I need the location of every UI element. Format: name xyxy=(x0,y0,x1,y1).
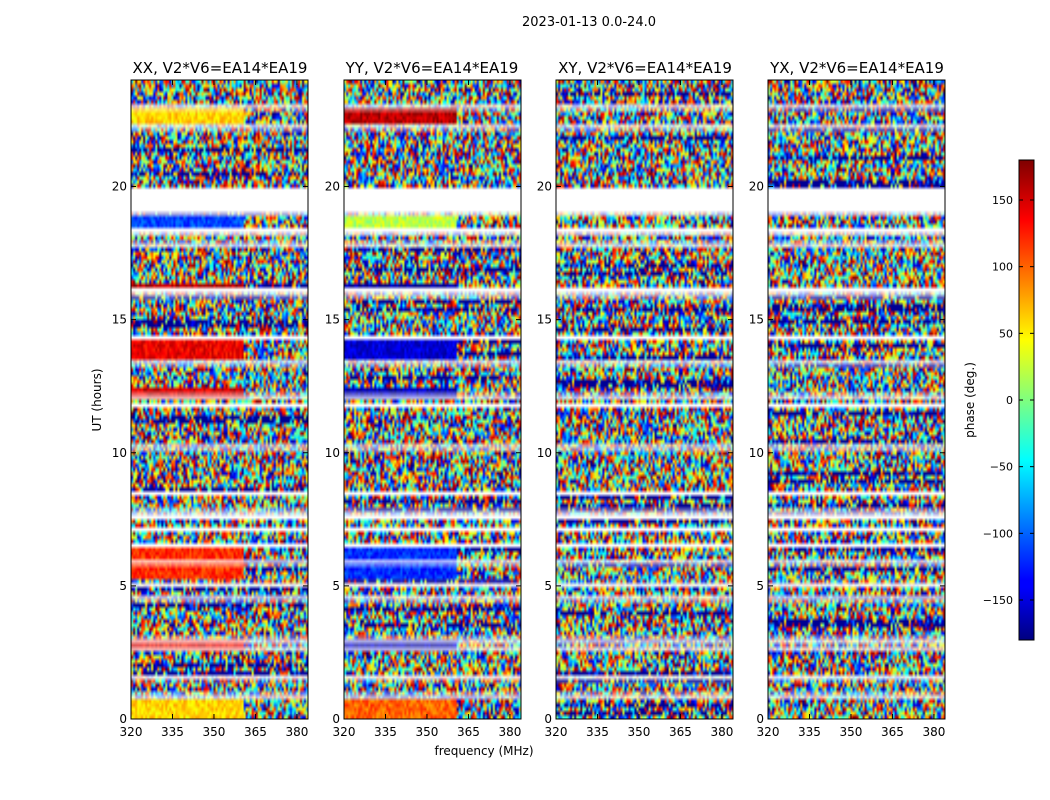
y-tick-label: 15 xyxy=(537,313,552,327)
heatmap-image xyxy=(131,80,308,719)
panel-title: XY, V2*V6=EA14*EA19 xyxy=(558,59,732,77)
y-tick-label: 10 xyxy=(537,446,552,460)
x-tick-label: 335 xyxy=(586,725,609,739)
y-tick-label: 0 xyxy=(544,712,552,726)
colorbar-tick-label: −150 xyxy=(983,594,1013,607)
x-axis-label: frequency (MHz) xyxy=(434,744,533,758)
x-tick-label: 380 xyxy=(710,725,733,739)
y-tick-label: 20 xyxy=(537,180,552,194)
y-tick-label: 15 xyxy=(112,313,127,327)
y-tick-label: 5 xyxy=(756,579,764,593)
x-tick-label: 365 xyxy=(244,725,267,739)
x-tick-label: 365 xyxy=(457,725,480,739)
y-tick-label: 0 xyxy=(756,712,764,726)
colorbar: −150 −100 −50 0 50 100 150 phase (deg.) xyxy=(963,159,1035,641)
x-tick-label: 335 xyxy=(374,725,397,739)
colorbar-label: phase (deg.) xyxy=(963,362,977,438)
y-axis-label: UT (hours) xyxy=(90,368,104,431)
x-tick-label: 350 xyxy=(840,725,863,739)
y-tick-label: 5 xyxy=(544,579,552,593)
x-tick-label: 320 xyxy=(120,725,143,739)
panel-frame xyxy=(130,79,309,720)
panel-title: YY, V2*V6=EA14*EA19 xyxy=(345,59,519,77)
heatmap-image xyxy=(556,80,733,719)
x-tick-label: 365 xyxy=(669,725,692,739)
heatmap-area xyxy=(131,80,308,719)
colorbar-tick-label: 0 xyxy=(1006,394,1013,407)
y-tick-label: 5 xyxy=(119,579,127,593)
colorbar-tick-label: 50 xyxy=(999,327,1013,340)
panel-yy: YY, V2*V6=EA14*EA19 xyxy=(344,59,521,719)
y-tick-label: 10 xyxy=(112,446,127,460)
x-tick-label: 380 xyxy=(498,725,521,739)
x-tick-label: 320 xyxy=(757,725,780,739)
x-tick-label: 380 xyxy=(285,725,308,739)
y-tick-label: 10 xyxy=(325,446,340,460)
panel-xx: XX, V2*V6=EA14*EA19 xyxy=(131,59,308,719)
y-tick-label: 0 xyxy=(332,712,340,726)
x-tick-label: 320 xyxy=(545,725,568,739)
colorbar-tick-label: −100 xyxy=(983,527,1013,540)
colorbar-tick-label: −50 xyxy=(990,461,1013,474)
x-tick-label: 365 xyxy=(881,725,904,739)
panel-yx: YX, V2*V6=EA14*EA19 xyxy=(768,59,945,719)
panel-frame xyxy=(555,79,734,720)
heatmap-area xyxy=(768,80,945,719)
panel-frame xyxy=(343,79,522,720)
y-tick-label: 0 xyxy=(119,712,127,726)
y-tick-label: 5 xyxy=(332,579,340,593)
panel-title: XX, V2*V6=EA14*EA19 xyxy=(133,59,308,77)
y-tick-label: 15 xyxy=(749,313,764,327)
panel-frame xyxy=(767,79,946,720)
heatmap-image xyxy=(768,80,945,719)
panel-xy: XY, V2*V6=EA14*EA19 xyxy=(556,59,733,719)
x-tick-label: 350 xyxy=(628,725,651,739)
colorbar-tick-label: 100 xyxy=(992,261,1013,274)
y-tick-label: 20 xyxy=(112,180,127,194)
x-tick-label: 350 xyxy=(416,725,439,739)
figure-suptitle: 2023-01-13 0.0-24.0 xyxy=(522,15,656,30)
panel-title: YX, V2*V6=EA14*EA19 xyxy=(769,59,944,77)
y-tick-label: 20 xyxy=(749,180,764,194)
x-tick-label: 380 xyxy=(922,725,945,739)
x-tick-label: 335 xyxy=(161,725,184,739)
heatmap-area xyxy=(344,80,521,719)
x-tick-label: 350 xyxy=(203,725,226,739)
y-tick-label: 15 xyxy=(325,313,340,327)
colorbar-ticks: −150 −100 −50 0 50 100 150 xyxy=(983,194,1034,607)
y-tick-label: 20 xyxy=(325,180,340,194)
y-tick-label: 10 xyxy=(749,446,764,460)
heatmap-area xyxy=(556,80,733,719)
x-tick-label: 320 xyxy=(333,725,356,739)
heatmap-image xyxy=(344,80,521,719)
colorbar-tick-label: 150 xyxy=(992,194,1013,207)
axes-layer: 320 335 350 365 380 0 5 10 15 20 320 335 350 365 380 0 5… xyxy=(112,79,946,739)
x-tick-label: 335 xyxy=(798,725,821,739)
